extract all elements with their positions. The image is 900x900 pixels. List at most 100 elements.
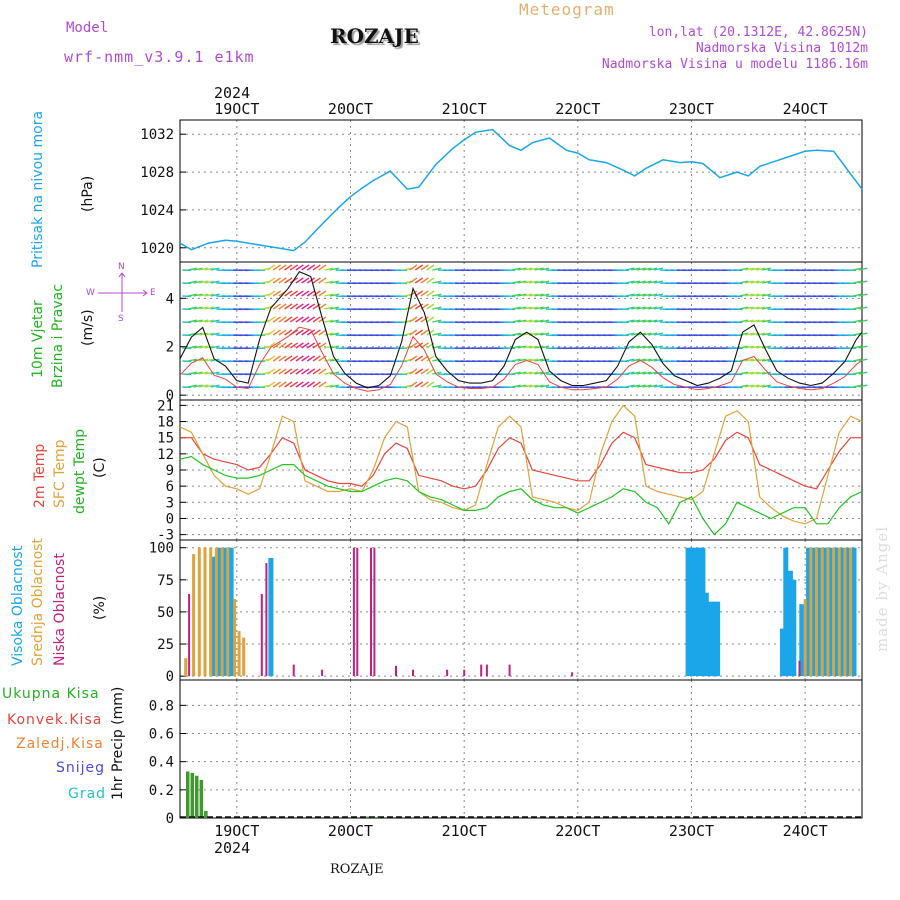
y-tick-label: 25 — [157, 637, 174, 653]
compass-w: W — [86, 288, 95, 298]
cloud-mid-bar — [843, 547, 847, 677]
wind-arrow — [312, 290, 321, 297]
wind-arrow — [329, 384, 340, 388]
wind-arrow — [289, 355, 299, 362]
wind-arrow — [267, 316, 276, 323]
cloud-low-bar — [321, 669, 324, 677]
wind-arrow — [199, 267, 209, 271]
wind-arrow — [204, 280, 214, 284]
year-bottom: 2024 — [214, 839, 251, 857]
wind-arrow — [329, 293, 340, 297]
wind-arrow — [301, 329, 310, 336]
cloud-mid-bar — [214, 547, 218, 677]
cloud-low-bar — [485, 664, 488, 677]
wind-arrow — [306, 342, 316, 349]
wind-arrow — [511, 293, 521, 297]
wind-arrow — [312, 264, 321, 271]
cloud-mid-bar — [815, 547, 818, 677]
wind-arrow — [414, 303, 424, 310]
wind-arrow — [426, 316, 435, 323]
wind-arrow — [295, 381, 304, 388]
wind-arrow — [204, 358, 214, 362]
wind-arrow — [420, 329, 429, 336]
wind-arrow — [852, 280, 862, 284]
cloud-mid-bar — [849, 547, 853, 677]
cloud-high-bar — [779, 628, 785, 677]
wind-arrow — [267, 368, 276, 375]
wind-arrow — [625, 371, 635, 375]
wind-arrow — [517, 345, 527, 349]
wind-arrow — [528, 371, 538, 375]
wind-arrow — [272, 368, 281, 375]
wind-arrow — [642, 267, 652, 271]
wind-arrow — [210, 306, 220, 310]
cloud-low-bar — [260, 593, 263, 677]
wind-arrow — [750, 280, 760, 284]
wind-arrow — [528, 280, 538, 284]
wind-arrow — [210, 345, 220, 349]
wind-arrow — [301, 368, 310, 375]
wind-arrow — [432, 319, 442, 323]
wind-arrow — [517, 280, 527, 284]
wind-arrow — [858, 371, 868, 375]
cloud-high-bar — [692, 547, 698, 677]
wind-arrow — [523, 280, 533, 284]
wind-arrow — [534, 345, 544, 349]
precip-total-bar — [195, 775, 199, 818]
y-tick-label: 2 — [166, 340, 174, 356]
wind-arrow — [284, 342, 293, 349]
wind-arrow — [653, 358, 663, 362]
wind-arrow — [409, 368, 418, 375]
wind-arrow — [278, 368, 287, 375]
wind-arrow — [648, 319, 658, 323]
y-tick-label: 0.2 — [149, 783, 174, 799]
wind-arrow — [744, 319, 754, 323]
wind-arrow — [540, 358, 550, 362]
wind-arrow — [540, 267, 550, 271]
wind-arrow — [642, 384, 652, 388]
y-tick-label: 0 — [166, 669, 174, 685]
cloud-high-bar — [689, 547, 694, 677]
wind-arrow — [739, 384, 749, 388]
wind-arrow — [631, 345, 641, 349]
wind-arrow — [199, 384, 209, 388]
wind-arrow — [409, 303, 418, 310]
wind-arrow — [750, 371, 760, 375]
wind-arrow — [272, 355, 281, 362]
cloud-high-bar — [703, 592, 709, 677]
model-elevation-label: Nadmorska Visina u modelu 1186.16m — [601, 57, 868, 72]
x-tick-label-top: 21OCT — [442, 100, 487, 118]
wind-arrow — [318, 264, 327, 271]
wind-arrow — [432, 332, 442, 336]
wind-arrow — [653, 280, 663, 284]
wind-arrow — [272, 342, 281, 349]
wind-arrow — [278, 316, 287, 323]
cloud-low-bar — [292, 664, 295, 677]
wind-arrow — [420, 290, 429, 297]
x-tick-label-bottom: 21OCT — [442, 822, 487, 840]
cloud-high-bar — [840, 547, 846, 677]
cloud-high-bar — [711, 601, 717, 677]
wind-arrow — [756, 267, 766, 271]
wind-arrow — [295, 303, 304, 310]
wind-arrow — [210, 358, 220, 362]
wind-arrow — [511, 358, 521, 362]
y-tick-label: 6 — [166, 479, 174, 495]
cloud-high-bar — [822, 547, 827, 677]
wind-arrow — [432, 280, 442, 284]
wind-arrow — [761, 371, 771, 375]
wind-arrow — [523, 384, 533, 388]
cloud-mid-bar — [184, 658, 188, 677]
wind-arrow — [852, 267, 862, 271]
wind-arrow — [301, 355, 310, 362]
temp-2m-line — [180, 431, 862, 490]
wind-arrow — [534, 332, 544, 336]
wind-arrow — [653, 293, 663, 297]
wind-arrow — [648, 384, 658, 388]
wind-arrow — [744, 371, 754, 375]
y-tick-label: 12 — [157, 447, 174, 463]
wind-arrow — [301, 316, 310, 323]
wind-arrow — [648, 267, 658, 271]
wind-arrow — [739, 371, 749, 375]
wind-arrow — [540, 280, 550, 284]
